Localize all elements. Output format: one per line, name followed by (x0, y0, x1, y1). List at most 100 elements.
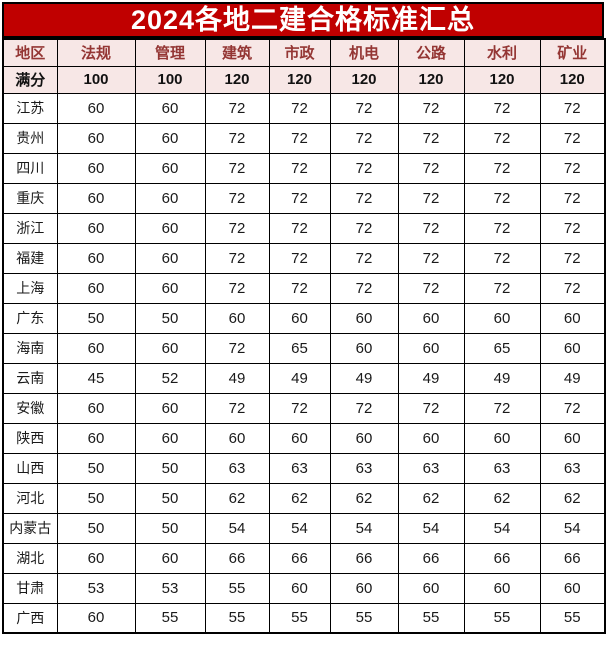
score-cell: 60 (539, 572, 606, 604)
score-cell: 72 (539, 392, 606, 424)
column-header-regulations: 法规 (56, 38, 136, 67)
table-row: 广西 60 55 55 55 55 55 55 55 (2, 602, 606, 634)
region-cell: 广东 (2, 302, 58, 334)
score-cell: 49 (268, 362, 331, 394)
score-cell: 72 (204, 332, 270, 364)
score-cell: 55 (134, 602, 206, 634)
score-cell: 53 (56, 572, 136, 604)
score-cell: 72 (268, 152, 331, 184)
score-cell: 72 (397, 392, 465, 424)
full-marks-cell: 100 (134, 65, 206, 94)
score-cell: 54 (329, 512, 399, 544)
region-cell: 甘肃 (2, 572, 58, 604)
score-cell: 49 (397, 362, 465, 394)
score-cell: 72 (397, 212, 465, 244)
score-cell: 60 (56, 122, 136, 154)
score-cell: 72 (463, 122, 541, 154)
score-cell: 72 (204, 122, 270, 154)
region-cell: 广西 (2, 602, 58, 634)
score-cell: 72 (463, 212, 541, 244)
region-cell: 福建 (2, 242, 58, 274)
table-row: 福建 60 60 72 72 72 72 72 72 (2, 242, 606, 274)
score-cell: 72 (539, 122, 606, 154)
column-header-municipal: 市政 (268, 38, 331, 67)
page-title: 2024各地二建合格标准汇总 (2, 2, 604, 38)
score-cell: 63 (329, 452, 399, 484)
score-cell: 55 (539, 602, 606, 634)
score-cell: 60 (56, 242, 136, 274)
score-cell: 55 (397, 602, 465, 634)
score-cell: 50 (56, 482, 136, 514)
region-cell: 贵州 (2, 122, 58, 154)
table-row: 海南 60 60 72 65 60 60 65 60 (2, 332, 606, 364)
score-cell: 66 (397, 542, 465, 574)
score-cell: 72 (268, 212, 331, 244)
score-cell: 66 (268, 542, 331, 574)
score-cell: 66 (539, 542, 606, 574)
score-cell: 72 (397, 152, 465, 184)
score-cell: 72 (268, 182, 331, 214)
region-cell: 江苏 (2, 92, 58, 124)
region-cell: 上海 (2, 272, 58, 304)
score-cell: 66 (463, 542, 541, 574)
score-cell: 55 (329, 602, 399, 634)
score-cell: 60 (397, 332, 465, 364)
score-cell: 62 (204, 482, 270, 514)
standards-table: 地区 法规 管理 建筑 市政 机电 公路 水利 矿业 满分 100 100 12… (2, 38, 606, 634)
score-cell: 60 (56, 332, 136, 364)
full-marks-cell: 120 (539, 65, 606, 94)
score-cell: 63 (539, 452, 606, 484)
score-cell: 50 (134, 482, 206, 514)
score-cell: 72 (463, 392, 541, 424)
score-cell: 50 (56, 452, 136, 484)
score-cell: 60 (463, 572, 541, 604)
column-header-mechatronics: 机电 (329, 38, 399, 67)
score-cell: 60 (56, 212, 136, 244)
score-cell: 72 (268, 272, 331, 304)
score-cell: 65 (463, 332, 541, 364)
score-cell: 60 (329, 572, 399, 604)
score-cell: 60 (397, 422, 465, 454)
score-cell: 54 (397, 512, 465, 544)
score-cell: 72 (204, 272, 270, 304)
score-cell: 72 (463, 242, 541, 274)
column-header-management: 管理 (134, 38, 206, 67)
table-row: 云南 45 52 49 49 49 49 49 49 (2, 362, 606, 394)
score-cell: 72 (329, 152, 399, 184)
region-cell: 海南 (2, 332, 58, 364)
column-header-highway: 公路 (397, 38, 465, 67)
score-cell: 63 (268, 452, 331, 484)
score-cell: 72 (463, 182, 541, 214)
full-marks-row: 满分 100 100 120 120 120 120 120 120 (2, 65, 606, 94)
column-header-mining: 矿业 (539, 38, 606, 67)
region-cell: 四川 (2, 152, 58, 184)
score-cell: 66 (204, 542, 270, 574)
table-row: 内蒙古 50 50 54 54 54 54 54 54 (2, 512, 606, 544)
score-cell: 60 (268, 302, 331, 334)
score-cell: 50 (56, 512, 136, 544)
score-cell: 62 (397, 482, 465, 514)
score-cell: 72 (539, 152, 606, 184)
header-row: 地区 法规 管理 建筑 市政 机电 公路 水利 矿业 (2, 38, 606, 67)
table-row: 甘肃 53 53 55 60 60 60 60 60 (2, 572, 606, 604)
region-cell: 重庆 (2, 182, 58, 214)
table-row: 重庆 60 60 72 72 72 72 72 72 (2, 182, 606, 214)
score-cell: 72 (268, 92, 331, 124)
score-cell: 54 (268, 512, 331, 544)
region-cell: 安徽 (2, 392, 58, 424)
score-cell: 60 (134, 542, 206, 574)
score-cell: 72 (539, 182, 606, 214)
score-cell: 72 (329, 212, 399, 244)
score-cell: 72 (539, 212, 606, 244)
table-row: 浙江 60 60 72 72 72 72 72 72 (2, 212, 606, 244)
score-cell: 63 (397, 452, 465, 484)
score-cell: 63 (463, 452, 541, 484)
score-cell: 50 (134, 452, 206, 484)
score-cell: 55 (204, 602, 270, 634)
table-row: 广东 50 50 60 60 60 60 60 60 (2, 302, 606, 334)
score-cell: 65 (268, 332, 331, 364)
region-cell: 河北 (2, 482, 58, 514)
score-cell: 53 (134, 572, 206, 604)
score-cell: 60 (134, 272, 206, 304)
score-cell: 72 (539, 242, 606, 274)
